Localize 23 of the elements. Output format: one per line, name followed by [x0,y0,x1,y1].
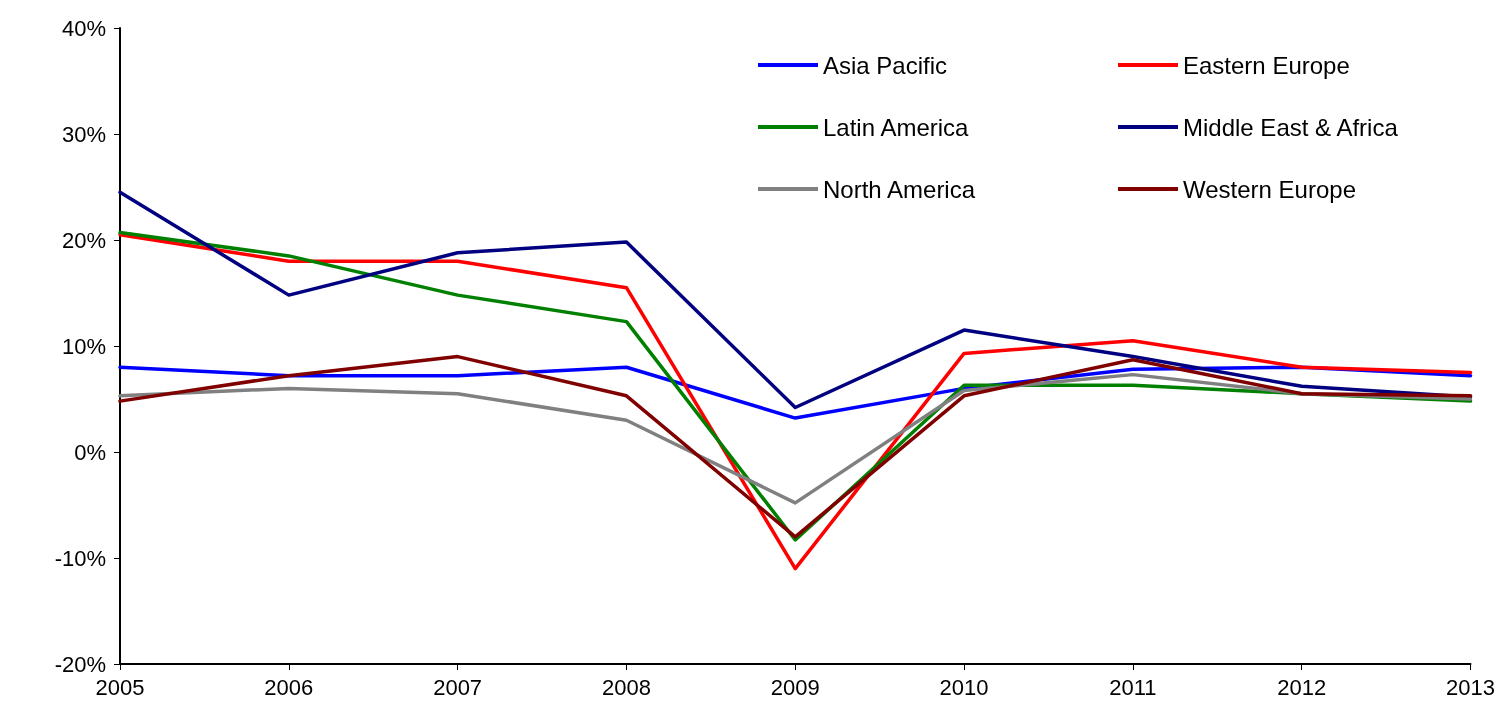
x-tick-label: 2008 [601,674,651,700]
x-tick-label: 2009 [770,674,820,700]
legend-label: Asia Pacific [823,51,948,79]
x-tick-label: 2007 [433,674,483,700]
x-tick-label: 2010 [939,674,989,700]
x-tick-label: 2011 [1109,674,1157,700]
x-tick-label: 2006 [264,674,314,700]
y-tick-label: 40% [61,15,106,41]
legend-label: Latin America [823,113,970,141]
y-tick-label: -10% [54,545,106,571]
x-tick-label: 2013 [1446,674,1496,700]
legend-label: Eastern Europe [1183,51,1350,79]
x-tick-label: 2005 [95,674,145,700]
y-tick-label: 0% [74,439,106,465]
legend-label: Western Europe [1183,175,1356,203]
y-tick-label: 10% [61,333,106,359]
y-tick-label: 30% [61,121,106,147]
legend-label: Middle East & Africa [1183,113,1399,141]
x-tick-label: 2012 [1277,674,1327,700]
y-tick-label: 20% [61,227,106,253]
legend-label: North America [823,175,976,203]
line-series [118,354,1473,539]
y-tick-label: -20% [54,651,106,677]
